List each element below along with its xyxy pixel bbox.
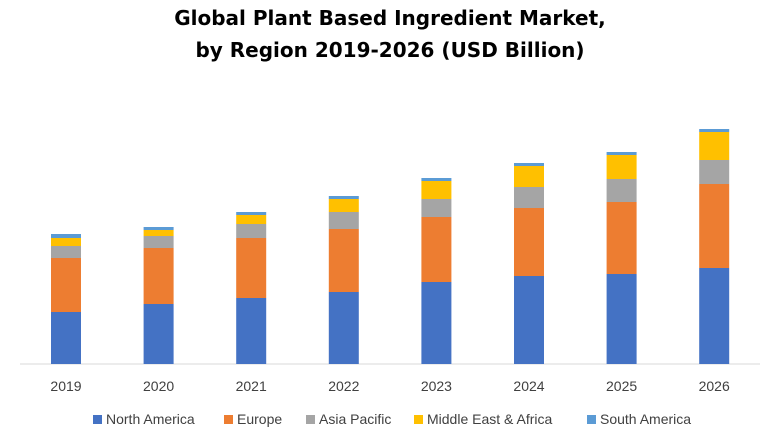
x-tick-label: 2025 — [606, 378, 637, 394]
bar-2022-south-america — [328, 196, 359, 199]
bar-2021-middle-east-africa — [236, 215, 267, 224]
legend: North America Europe Asia Pacific Middle Ea… — [93, 411, 691, 427]
bar-2025-north-america — [606, 274, 637, 364]
x-tick-label: 2022 — [328, 378, 359, 394]
bar-2025-europe — [606, 202, 637, 274]
bar-2019-middle-east-africa — [51, 238, 81, 246]
bar-2020-europe — [143, 248, 174, 304]
bar-2022-europe — [328, 229, 359, 292]
bar-2025-asia-pacific — [606, 179, 637, 202]
bar-2020-south-america — [143, 227, 174, 230]
bar-2023-middle-east-africa — [421, 181, 452, 199]
bar-2022-asia-pacific — [328, 212, 359, 229]
bar-2021-north-america — [236, 298, 267, 364]
bar-2024-europe — [514, 208, 544, 276]
x-tick-label: 2020 — [143, 378, 174, 394]
bar-2022-north-america — [328, 292, 359, 364]
legend-swatch — [224, 415, 233, 424]
bar-2023-asia-pacific — [421, 199, 452, 217]
bar-2025-middle-east-africa — [606, 155, 637, 179]
bar-2023-south-america — [421, 178, 452, 181]
bar-2022-middle-east-africa — [328, 199, 359, 212]
bar-2019-europe — [51, 258, 81, 312]
x-tick-label: 2021 — [236, 378, 267, 394]
x-tick-label: 2023 — [421, 378, 452, 394]
legend-label: Europe — [237, 411, 282, 427]
bar-2026-south-america — [699, 129, 730, 132]
bar-2023-europe — [421, 217, 452, 282]
x-tick-labels: 2019 2020 2021 2022 2023 2024 2025 2026 — [50, 378, 730, 394]
bar-2019-north-america — [51, 312, 81, 364]
legend-label: North America — [106, 411, 195, 427]
bar-2026-north-america — [699, 268, 730, 364]
bar-2024-asia-pacific — [514, 187, 544, 208]
bar-2024-middle-east-africa — [514, 166, 544, 187]
legend-swatch — [306, 415, 315, 424]
bar-2021-europe — [236, 238, 267, 298]
bar-2024-north-america — [514, 276, 544, 364]
bar-2021-asia-pacific — [236, 224, 267, 238]
bar-2019-south-america — [51, 234, 81, 238]
bar-2026-europe — [699, 184, 730, 268]
bar-2020-north-america — [143, 304, 174, 364]
bar-2021-south-america — [236, 212, 267, 215]
bar-2025-south-america — [606, 152, 637, 155]
legend-label: South America — [600, 411, 691, 427]
x-tick-label: 2026 — [699, 378, 730, 394]
legend-label: Middle East & Africa — [427, 411, 552, 427]
bar-2019-asia-pacific — [51, 246, 81, 258]
bar-2026-asia-pacific — [699, 160, 730, 184]
bar-2023-north-america — [421, 282, 452, 364]
legend-label: Asia Pacific — [319, 411, 391, 427]
x-tick-label: 2024 — [513, 378, 544, 394]
bar-2026-middle-east-africa — [699, 132, 730, 160]
legend-swatch — [414, 415, 423, 424]
legend-swatch — [587, 415, 596, 424]
bars-group — [51, 129, 730, 364]
chart-subtitle: by Region 2019-2026 (USD Billion) — [195, 38, 585, 62]
bar-2024-south-america — [514, 163, 544, 166]
bar-2020-asia-pacific — [143, 236, 174, 248]
x-tick-label: 2019 — [50, 378, 81, 394]
legend-swatch — [93, 415, 102, 424]
chart-title: Global Plant Based Ingredient Market, — [174, 6, 606, 30]
bar-2020-middle-east-africa — [143, 230, 174, 236]
